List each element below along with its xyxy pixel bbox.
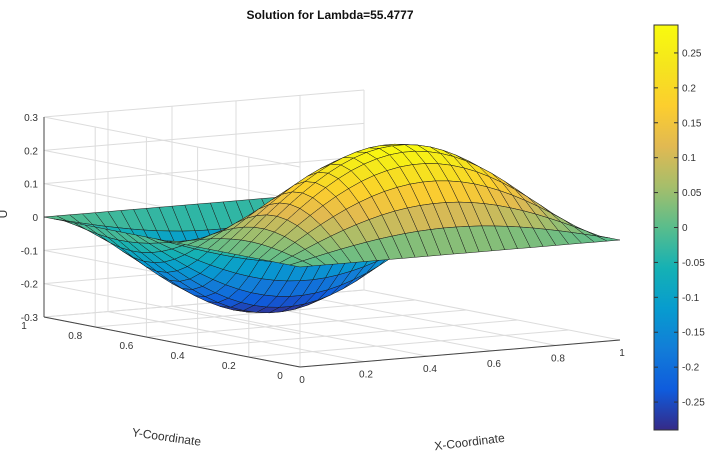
wall-gridline <box>43 149 301 201</box>
colorbar-tick-label: -0.2 <box>682 363 700 374</box>
x-tick-label: 0.2 <box>359 370 373 381</box>
colorbar-tick-label: -0.15 <box>682 328 705 339</box>
colorbar-tick-label: 0.2 <box>682 83 696 94</box>
z-tick-label: -0.3 <box>21 313 39 324</box>
z-tick-label: -0.1 <box>21 246 39 257</box>
floor-gridline <box>299 294 557 346</box>
colorbar-tick-label: -0.05 <box>682 258 705 269</box>
y-tick-label: 0.4 <box>171 351 185 362</box>
colorbar-tick-label: -0.1 <box>682 293 700 304</box>
x-tick-label: 1 <box>619 348 625 359</box>
floor-gridline <box>248 329 569 358</box>
floor-gridline <box>107 311 365 363</box>
y-axis-label: Y-Coordinate <box>131 425 202 449</box>
y-tick-label: 0.2 <box>222 361 236 372</box>
x-tick-label: 0.4 <box>423 364 437 375</box>
floor-gridline <box>146 309 467 338</box>
x-tick-label: 0 <box>299 375 305 386</box>
y-tick-label: 1 <box>21 321 27 332</box>
floor-gridline <box>363 289 621 341</box>
z-tick-label: 0 <box>32 213 38 224</box>
z-tick-label: 0.2 <box>24 146 38 157</box>
surface-mesh <box>43 143 621 314</box>
floor-gridline <box>171 305 429 357</box>
colorbar-tick-label: 0.1 <box>682 153 696 164</box>
z-tick-label: 0.3 <box>24 113 38 124</box>
x-axis-label: X-Coordinate <box>434 431 506 453</box>
tick-labels: 0 0.2 0.4 0.6 0.8 100.20.40.60.81-0.3-0.2-0.1… <box>21 113 625 386</box>
z-axis-label: U <box>0 210 10 219</box>
x-tick-label: 0.8 <box>551 353 565 364</box>
wall-gridline <box>43 122 365 151</box>
colorbar-ticks: 0.25 0.2 0.15 0.1 0.05 0 -0.05 -0.1 -0.15 -0.2 -0.… <box>654 48 705 409</box>
colorbar-tick-label: 0.25 <box>682 48 702 59</box>
y-tick-label: 0.6 <box>119 341 133 352</box>
wall-gridline <box>43 89 365 118</box>
floor-gridline <box>95 299 416 328</box>
y-tick-label: 0 <box>277 371 283 382</box>
wall-gridline <box>43 116 301 168</box>
chart-title: Solution for Lambda=55.4777 <box>246 8 413 22</box>
colorbar-tick-label: 0 <box>682 223 688 234</box>
surface-patch <box>596 235 621 242</box>
z-tick-label: 0.1 <box>24 180 38 191</box>
z-tick-label: -0.2 <box>21 280 39 291</box>
wall-gridline <box>43 156 365 185</box>
wall-gridline <box>43 283 301 335</box>
x-axis-line <box>299 339 621 368</box>
floor-gridline <box>197 319 518 348</box>
colorbar-tick-label: 0.15 <box>682 118 702 129</box>
x-tick-label: 0.6 <box>487 359 501 370</box>
y-tick-label: 0.8 <box>68 331 82 342</box>
colorbar-tick-label: -0.25 <box>682 398 705 409</box>
colorbar-tick-label: 0.05 <box>682 188 702 199</box>
y-axis-line <box>43 316 301 368</box>
